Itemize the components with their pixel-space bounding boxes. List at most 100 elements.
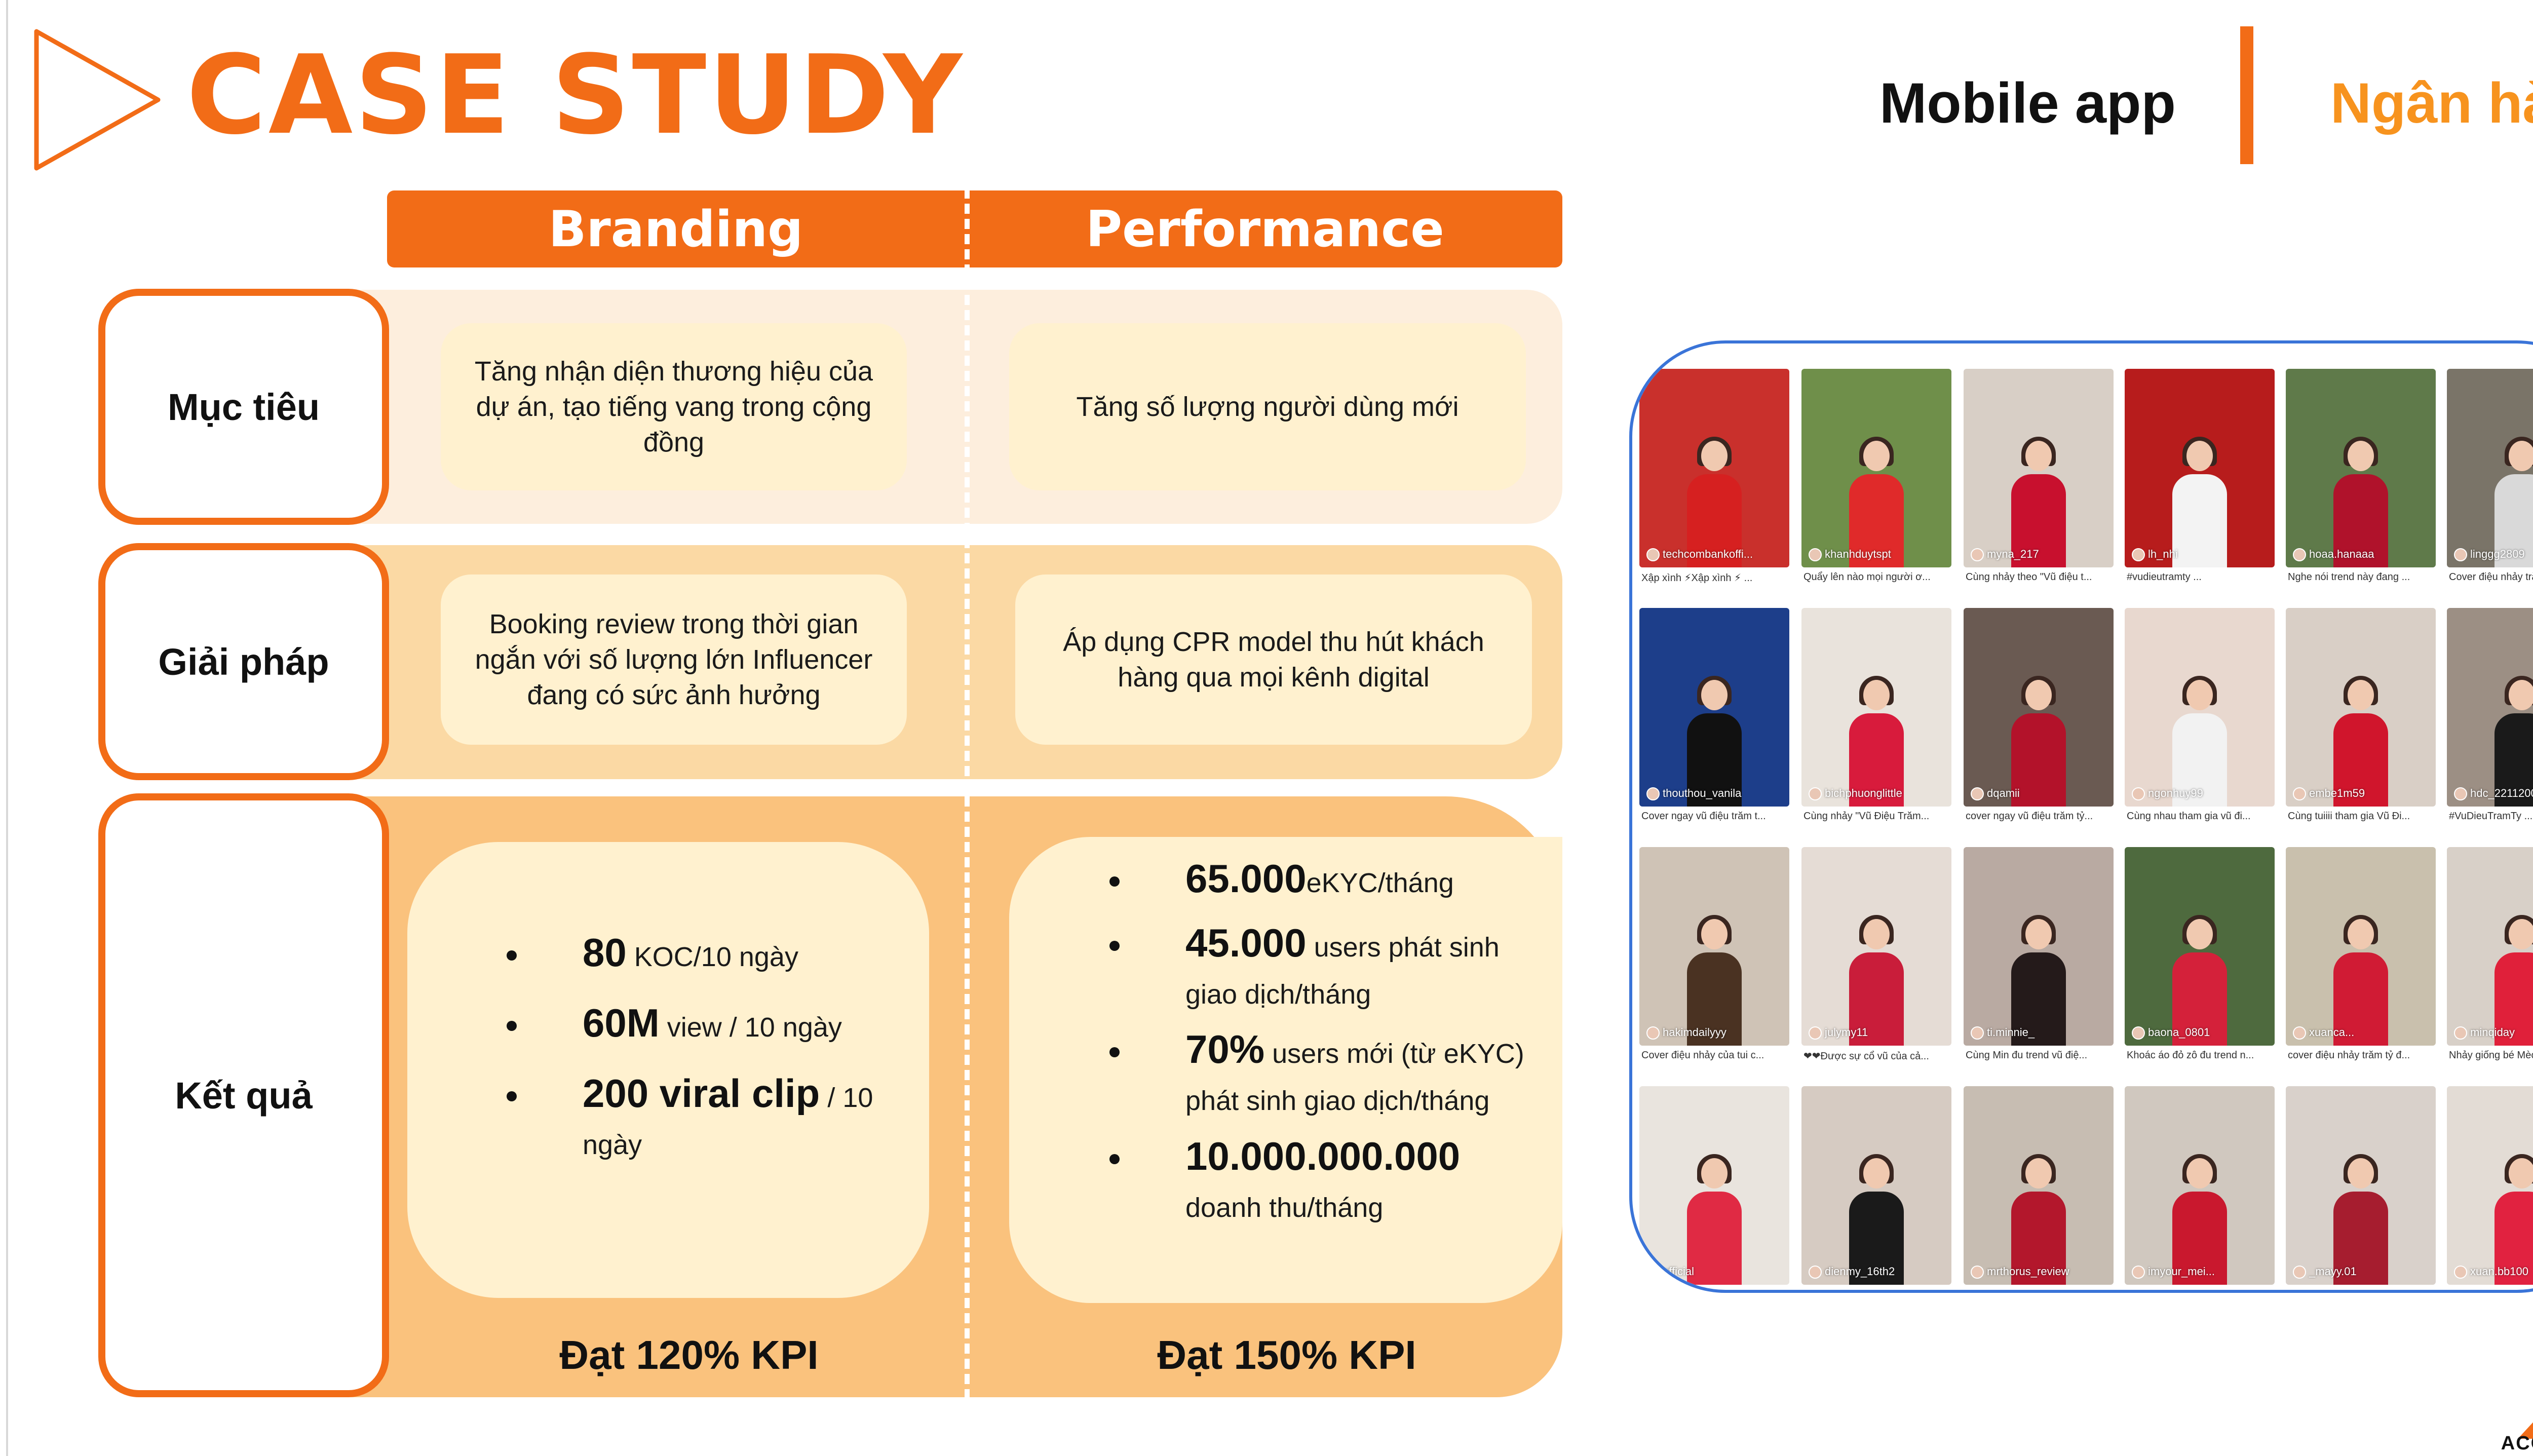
avatar — [2132, 787, 2145, 800]
video-thumbnail[interactable]: hakimdailyyy Cover điệu nhảy của tui c... — [1639, 847, 1789, 1086]
video-username: lh_nhi — [2132, 548, 2269, 561]
row-label-result-text: Kết quả — [175, 1074, 313, 1117]
avatar — [2293, 1266, 2306, 1279]
video-username: imyour_mei... — [2132, 1265, 2269, 1279]
person-figure — [2330, 915, 2391, 1046]
video-username: official — [1646, 1265, 1783, 1279]
video-thumbnail[interactable]: khanhduytspt Quẩy lên nào mọi người ơ... — [1801, 369, 1951, 608]
video-thumbnail-image: lh_nhi — [2125, 369, 2275, 567]
result-value: 70% — [1185, 1027, 1265, 1072]
video-caption: Cùng nhau tham gia vũ đi... — [2127, 811, 2251, 822]
result-value: 45.000 — [1185, 920, 1307, 965]
avatar — [1809, 548, 1822, 561]
solution-branding-card: Booking review trong thời gian ngắn với … — [441, 574, 907, 745]
video-thumbnail[interactable]: myna_217 Cùng nhảy theo "Vũ điệu t... — [1964, 369, 2114, 608]
video-thumbnail[interactable]: hoaa.hanaaa Nghe nói trend này đang ... — [2286, 369, 2436, 608]
video-thumbnail[interactable]: bichphuonglittle Cùng nhảy "Vũ Điệu Trăm.… — [1801, 608, 1951, 847]
video-thumbnail[interactable]: xuanca... cover điệu nhảy trăm tỷ đ... — [2286, 847, 2436, 1086]
avatar — [1809, 1026, 1822, 1040]
username-text: ngonhuy99 — [2148, 786, 2203, 799]
avatar — [2454, 548, 2467, 561]
video-caption: Quẩy lên nào mọi người ơ... — [1803, 571, 1931, 583]
video-thumbnail[interactable]: minqiday Nhảy giống bé Mèo Đại C... — [2447, 847, 2533, 1086]
avatar — [1646, 1266, 1660, 1279]
video-username: dienmy_16th2 — [1809, 1265, 1945, 1279]
result-performance-item: 70% users mới (từ eKYC) phát sinh giao d… — [1104, 1019, 1540, 1123]
avatar — [2293, 1026, 2306, 1040]
username-text: myna_217 — [1987, 547, 2039, 560]
video-caption: Cùng nhảy "Vũ Điệu Trăm... — [1803, 811, 1930, 822]
username-text: baona_0801 — [2148, 1025, 2210, 1039]
video-thumbnail[interactable]: dqamii cover ngay vũ điệu trăm tỷ... — [1964, 608, 2114, 847]
video-caption: Cùng Min đu trend vũ điệ... — [1966, 1050, 2088, 1061]
column-header-bar — [387, 190, 1562, 267]
video-thumbnail[interactable]: official — [1639, 1086, 1789, 1290]
video-username: hakimdailyyy — [1646, 1026, 1783, 1040]
video-thumbnail-image: official — [1639, 1086, 1789, 1285]
person-figure — [2491, 676, 2533, 807]
result-text: / 10 ngày — [583, 1082, 873, 1160]
video-caption: Cùng nhảy theo "Vũ điệu t... — [1966, 571, 2092, 583]
video-username: ti.minnie_ — [1971, 1026, 2107, 1040]
person-figure — [1684, 437, 1745, 567]
video-thumbnail[interactable]: julymy11 ❤❤Được sự cổ vũ của cả... — [1801, 847, 1951, 1086]
column-header-branding: Branding — [548, 201, 803, 258]
person-figure — [1684, 915, 1745, 1046]
video-thumbnail-image: ti.minnie_ — [1964, 847, 2114, 1046]
video-username: ngonhuy99 — [2132, 787, 2269, 800]
video-caption: cover điệu nhảy trăm tỷ đ... — [2288, 1050, 2410, 1061]
person-figure — [2491, 437, 2533, 567]
video-thumbnail[interactable]: linggg2809 Cover điệu nhảy trăm tỷ q... — [2447, 369, 2533, 608]
video-caption: ❤❤Được sự cổ vũ của cả... — [1803, 1051, 1929, 1062]
video-thumbnail[interactable]: ti.minnie_ Cùng Min đu trend vũ điệ... — [1964, 847, 2114, 1086]
video-thumbnail[interactable]: techcombankoffi... Xập xình ⚡Xập xình ⚡ .… — [1639, 369, 1789, 608]
avatar — [1971, 548, 1984, 561]
video-thumbnail-image: hakimdailyyy — [1639, 847, 1789, 1046]
avatar — [2454, 1266, 2467, 1279]
video-thumbnail-image: thouthou_vanila — [1639, 608, 1789, 807]
username-text: official — [1663, 1265, 1694, 1278]
video-thumbnail-image: dienmy_16th2 — [1801, 1086, 1951, 1285]
video-thumbnail[interactable]: embe1m59 Cùng tuiiii tham gia Vũ Đi... — [2286, 608, 2436, 847]
video-caption: Nghe nói trend này đang ... — [2288, 571, 2410, 583]
username-text: dqamii — [1987, 786, 2020, 799]
video-thumbnail[interactable]: lh_nhi #vudieutramty ... — [2125, 369, 2275, 608]
video-thumbnail-image: imyour_mei... — [2125, 1086, 2275, 1285]
video-thumbnail[interactable]: dienmy_16th2 — [1801, 1086, 1951, 1290]
person-figure — [2169, 915, 2230, 1046]
video-thumbnail[interactable]: ngonhuy99 Cùng nhau tham gia vũ đi... — [2125, 608, 2275, 847]
video-thumbnail-image: _mayy.01 — [2286, 1086, 2436, 1285]
video-thumbnail[interactable]: mrthorus_review — [1964, 1086, 2114, 1290]
username-text: ti.minnie_ — [1987, 1025, 2035, 1039]
video-thumbnail[interactable]: baona_0801 Khoác áo đỏ zô đu trend n... — [2125, 847, 2275, 1086]
header-category: Mobile app — [1879, 71, 2176, 135]
video-caption: cover ngay vũ điệu trăm tỷ... — [1966, 811, 2093, 822]
video-username: julymy11 — [1809, 1026, 1945, 1040]
avatar — [1971, 787, 1984, 800]
video-thumbnail-image: julymy11 — [1801, 847, 1951, 1046]
person-figure — [2330, 1154, 2391, 1285]
video-thumbnail-image: baona_0801 — [2125, 847, 2275, 1046]
video-thumbnail[interactable]: hdc_22112004 #VuDieuTramTy ... — [2447, 608, 2533, 847]
video-thumbnail-grid: techcombankoffi... Xập xình ⚡Xập xình ⚡ .… — [1629, 340, 2533, 1293]
result-text: view / 10 ngày — [659, 1012, 842, 1043]
brand-name: ACCESSTRADE — [2501, 1433, 2533, 1454]
result-branding-card — [407, 842, 929, 1298]
video-username: minqiday — [2454, 1026, 2533, 1040]
video-username: techcombankoffi... — [1646, 548, 1783, 561]
avatar — [1971, 1266, 1984, 1279]
person-figure — [1846, 1154, 1907, 1285]
page-title: CASE STUDY — [186, 31, 965, 159]
video-thumbnail[interactable]: _mayy.01 — [2286, 1086, 2436, 1290]
video-thumbnail[interactable]: imyour_mei... — [2125, 1086, 2275, 1290]
video-username: xuan.bb100 — [2454, 1265, 2533, 1279]
person-figure — [2169, 1154, 2230, 1285]
person-figure — [2491, 1154, 2533, 1285]
video-username: mrthorus_review — [1971, 1265, 2107, 1279]
row-label-objective: Mục tiêu — [98, 289, 389, 525]
video-thumbnail[interactable]: xuan.bb100 — [2447, 1086, 2533, 1290]
avatar — [2293, 548, 2306, 561]
video-thumbnail-image: dqamii — [1964, 608, 2114, 807]
video-username: embe1m59 — [2293, 787, 2430, 800]
video-thumbnail[interactable]: thouthou_vanila Cover ngay vũ điệu trăm t… — [1639, 608, 1789, 847]
